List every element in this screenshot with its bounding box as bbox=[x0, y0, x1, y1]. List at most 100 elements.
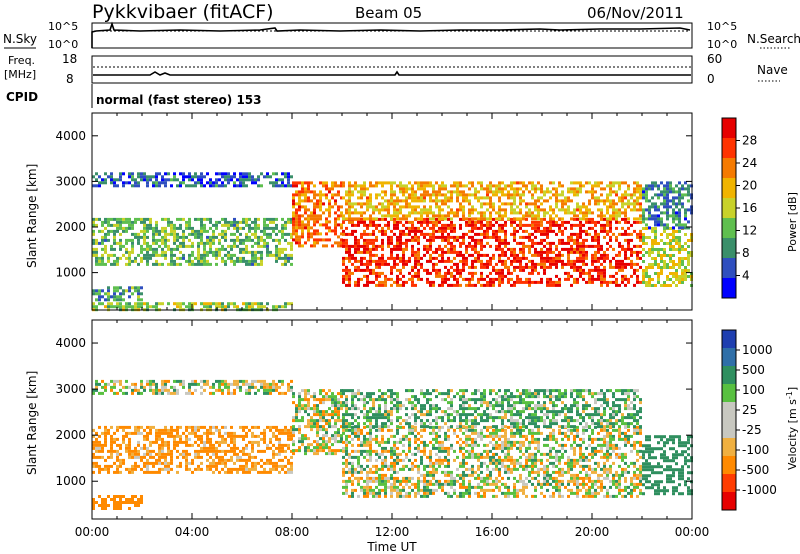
velocity-cell bbox=[316, 449, 319, 453]
velocity-cell bbox=[149, 455, 152, 459]
power-cell bbox=[119, 178, 122, 182]
power-cell bbox=[612, 205, 615, 209]
power-cell bbox=[200, 235, 203, 239]
power-cell bbox=[173, 178, 176, 182]
power-cell bbox=[468, 271, 471, 275]
power-cell bbox=[155, 250, 158, 254]
velocity-cell bbox=[278, 379, 281, 383]
power-cell bbox=[657, 251, 660, 254]
power-cell bbox=[378, 259, 381, 263]
velocity-cell bbox=[113, 385, 116, 389]
power-cell bbox=[447, 235, 450, 239]
power-cell bbox=[669, 181, 672, 185]
power-cell bbox=[402, 190, 405, 194]
power-cell bbox=[465, 262, 468, 266]
velocity-cell bbox=[281, 449, 284, 453]
power-cell bbox=[310, 190, 313, 194]
power-cell bbox=[230, 178, 233, 182]
velocity-cell bbox=[363, 440, 366, 444]
power-cell bbox=[447, 256, 450, 260]
power-cell bbox=[245, 247, 248, 251]
power-cell bbox=[429, 241, 432, 245]
power-cell bbox=[462, 184, 465, 188]
velocity-cell bbox=[369, 440, 372, 444]
velocity-cell bbox=[275, 464, 278, 468]
velocity-cell bbox=[164, 458, 167, 462]
power-cell bbox=[116, 298, 119, 302]
power-cell bbox=[420, 223, 423, 227]
power-cell bbox=[366, 244, 369, 248]
power-cell bbox=[600, 217, 603, 221]
velocity-cell bbox=[254, 440, 257, 444]
power-cell bbox=[307, 238, 310, 242]
power-cell bbox=[337, 190, 340, 194]
power-cell bbox=[209, 244, 212, 248]
power-cell bbox=[438, 217, 441, 221]
power-cell bbox=[125, 247, 128, 251]
velocity-cell bbox=[122, 385, 125, 389]
power-cell bbox=[337, 208, 340, 212]
velocity-cell bbox=[325, 431, 328, 435]
power-cell bbox=[483, 196, 486, 200]
power-cell bbox=[459, 259, 462, 263]
power-cell bbox=[292, 211, 295, 215]
power-cell bbox=[137, 289, 140, 293]
power-cell bbox=[498, 187, 501, 191]
power-cell bbox=[411, 199, 414, 203]
velocity-cell bbox=[149, 440, 152, 444]
velocity-cell bbox=[278, 391, 281, 395]
power-cell bbox=[206, 253, 209, 257]
power-cell bbox=[591, 274, 594, 278]
power-cell bbox=[585, 238, 588, 242]
power-cell bbox=[648, 211, 651, 215]
power-cell bbox=[435, 205, 438, 209]
power-cell bbox=[417, 253, 420, 257]
power-cell bbox=[203, 184, 206, 188]
power-cell bbox=[420, 214, 423, 218]
power-cell bbox=[678, 202, 681, 206]
power-cell bbox=[307, 226, 310, 230]
velocity-cell bbox=[221, 388, 224, 392]
power-cell bbox=[681, 248, 684, 251]
power-cell bbox=[645, 193, 648, 197]
power-cell bbox=[363, 202, 366, 206]
velocity-cell bbox=[113, 495, 116, 498]
velocity-cell bbox=[363, 491, 366, 495]
power-cell bbox=[107, 295, 110, 299]
power-cell bbox=[672, 214, 675, 218]
velocity-cell bbox=[170, 431, 173, 435]
power-cell bbox=[624, 283, 627, 287]
power-cell bbox=[245, 232, 248, 236]
velocity-cell bbox=[203, 446, 206, 450]
power-cell bbox=[579, 268, 582, 272]
power-cell bbox=[251, 262, 254, 266]
velocity-cell bbox=[316, 434, 319, 438]
power-cell bbox=[372, 220, 375, 224]
power-colorbar-swatch bbox=[722, 178, 736, 199]
power-cell bbox=[417, 247, 420, 251]
power-cell bbox=[657, 196, 660, 200]
velocity-cell bbox=[313, 392, 316, 396]
power-cell bbox=[582, 262, 585, 266]
velocity-cell bbox=[128, 470, 131, 474]
power-cell bbox=[342, 214, 345, 218]
power-cell bbox=[432, 211, 435, 215]
velocity-cell bbox=[206, 379, 209, 383]
velocity-cell bbox=[369, 467, 372, 471]
power-cell bbox=[627, 199, 630, 203]
power-cell bbox=[414, 226, 417, 230]
power-cell bbox=[384, 262, 387, 266]
power-cell bbox=[334, 193, 337, 197]
power-cell bbox=[101, 295, 104, 299]
velocity-cell bbox=[325, 452, 328, 456]
plot-title: Pykkvibaer (fitACF) bbox=[92, 1, 274, 23]
power-cell bbox=[266, 223, 269, 227]
power-cell bbox=[227, 172, 230, 176]
power-cell bbox=[281, 223, 284, 227]
velocity-cell bbox=[116, 437, 119, 441]
power-cell bbox=[414, 271, 417, 275]
power-cell bbox=[573, 259, 576, 263]
velocity-cell bbox=[224, 470, 227, 474]
power-cell bbox=[576, 244, 579, 248]
power-cell bbox=[567, 196, 570, 200]
